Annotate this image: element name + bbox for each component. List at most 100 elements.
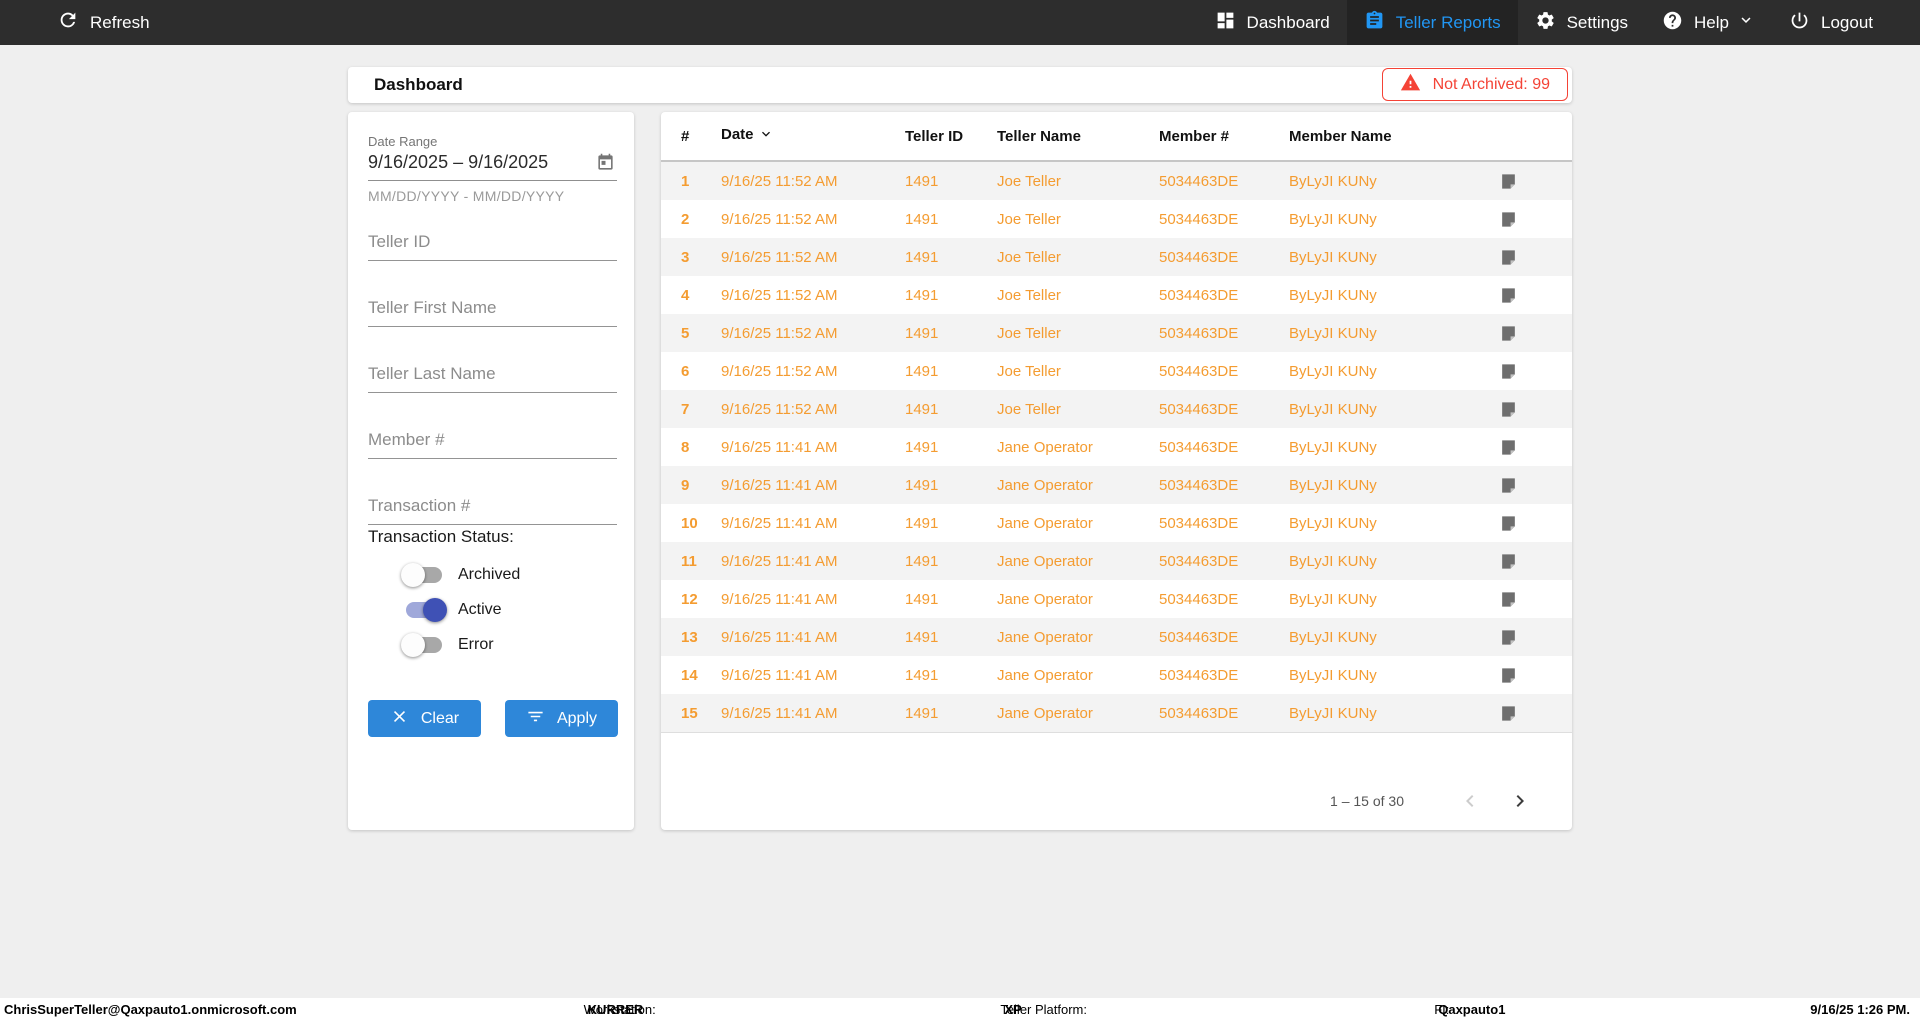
not-archived-badge[interactable]: Not Archived: 99 <box>1381 68 1568 101</box>
note-button[interactable] <box>1499 514 1518 533</box>
teller-id-input[interactable] <box>368 226 617 261</box>
page-header-card: Dashboard Not Archived: 99 <box>348 67 1572 103</box>
nav-item-label: Dashboard <box>1246 12 1330 32</box>
cell-teller-name: Joe Teller <box>997 400 1061 418</box>
col-header-member-name[interactable]: Member Name <box>1289 127 1392 145</box>
table-row[interactable]: 14 9/16/25 11:41 AM 1491 Jane Operator 5… <box>661 656 1572 694</box>
cell-member-name: ByLyJI KUNy <box>1289 324 1377 342</box>
table-header-row: # Date Teller ID Teller Name Member # Me… <box>661 112 1572 162</box>
note-button[interactable] <box>1499 438 1518 457</box>
note-button[interactable] <box>1499 628 1518 647</box>
cell-row-number: 10 <box>681 514 698 532</box>
apply-button[interactable]: Apply <box>505 700 618 737</box>
active-toggle[interactable] <box>401 598 447 622</box>
pagination: 1 – 15 of 30 <box>661 789 1572 813</box>
table-row[interactable]: 8 9/16/25 11:41 AM 1491 Jane Operator 50… <box>661 428 1572 466</box>
note-button[interactable] <box>1499 704 1518 723</box>
next-page-button[interactable] <box>1508 789 1532 813</box>
teller-first-name-input[interactable] <box>368 292 617 327</box>
cell-teller-id: 1491 <box>905 438 939 456</box>
cell-row-number: 12 <box>681 590 698 608</box>
cell-member-name: ByLyJI KUNy <box>1289 704 1377 722</box>
cell-teller-id: 1491 <box>905 590 939 608</box>
cell-teller-id: 1491 <box>905 628 939 646</box>
current-datetime: 9/16/25 1:26 PM. <box>1810 1002 1910 1017</box>
cell-member-name: ByLyJI KUNy <box>1289 476 1377 494</box>
col-header-date[interactable]: Date <box>721 126 905 146</box>
table-row[interactable]: 2 9/16/25 11:52 AM 1491 Joe Teller 50344… <box>661 200 1572 238</box>
cell-row-number: 15 <box>681 704 698 722</box>
cell-date: 9/16/25 11:41 AM <box>721 628 838 646</box>
table-row[interactable]: 9 9/16/25 11:41 AM 1491 Jane Operator 50… <box>661 466 1572 504</box>
table-row[interactable]: 11 9/16/25 11:41 AM 1491 Jane Operator 5… <box>661 542 1572 580</box>
filter-icon <box>526 707 545 731</box>
table-row[interactable]: 5 9/16/25 11:52 AM 1491 Joe Teller 50344… <box>661 314 1572 352</box>
table-row[interactable]: 7 9/16/25 11:52 AM 1491 Joe Teller 50344… <box>661 390 1572 428</box>
cell-row-number: 6 <box>681 362 690 380</box>
clear-button[interactable]: Clear <box>368 700 481 737</box>
cell-teller-id: 1491 <box>905 248 939 266</box>
nav-item-teller-reports[interactable]: Teller Reports <box>1346 0 1518 45</box>
note-button[interactable] <box>1499 552 1518 571</box>
note-button[interactable] <box>1499 362 1518 381</box>
table-row[interactable]: 3 9/16/25 11:52 AM 1491 Joe Teller 50344… <box>661 238 1572 276</box>
cell-date: 9/16/25 11:41 AM <box>721 552 838 570</box>
col-header-member-num[interactable]: Member # <box>1159 127 1230 145</box>
cell-teller-name: Jane Operator <box>997 590 1093 608</box>
table-row[interactable]: 12 9/16/25 11:41 AM 1491 Jane Operator 5… <box>661 580 1572 618</box>
toggle-label: Active <box>458 601 502 618</box>
cell-row-number: 14 <box>681 666 698 684</box>
note-button[interactable] <box>1499 210 1518 229</box>
table-row[interactable]: 13 9/16/25 11:41 AM 1491 Jane Operator 5… <box>661 618 1572 656</box>
nav-item-dashboard[interactable]: Dashboard <box>1198 0 1347 45</box>
cell-teller-id: 1491 <box>905 666 939 684</box>
cell-member-name: ByLyJI KUNy <box>1289 248 1377 266</box>
date-range-input[interactable]: 9/16/2025 – 9/16/2025 <box>368 149 617 181</box>
transaction-number-input[interactable] <box>368 490 617 525</box>
nav-item-help[interactable]: Help <box>1645 0 1772 45</box>
member-number-input[interactable] <box>368 424 617 459</box>
note-button[interactable] <box>1499 476 1518 495</box>
note-icon <box>1499 325 1518 346</box>
cell-date: 9/16/25 11:52 AM <box>721 248 838 266</box>
refresh-button[interactable]: Refresh <box>40 0 167 45</box>
col-header-teller-id[interactable]: Teller ID <box>905 127 964 145</box>
note-button[interactable] <box>1499 666 1518 685</box>
note-button[interactable] <box>1499 248 1518 267</box>
archived-toggle[interactable] <box>401 563 447 587</box>
cell-date: 9/16/25 11:41 AM <box>721 514 838 532</box>
note-icon <box>1499 553 1518 574</box>
note-button[interactable] <box>1499 172 1518 191</box>
date-range-field: Date Range 9/16/2025 – 9/16/2025 MM/DD/Y… <box>368 134 617 204</box>
table-row[interactable]: 4 9/16/25 11:52 AM 1491 Joe Teller 50344… <box>661 276 1572 314</box>
nav-item-logout[interactable]: Logout <box>1772 0 1890 45</box>
note-button[interactable] <box>1499 400 1518 419</box>
table-row[interactable]: 15 9/16/25 11:41 AM 1491 Jane Operator 5… <box>661 694 1572 732</box>
teller-last-name-input[interactable] <box>368 358 617 393</box>
cell-teller-id: 1491 <box>905 362 939 380</box>
note-button[interactable] <box>1499 324 1518 343</box>
cell-row-number: 4 <box>681 286 690 304</box>
note-button[interactable] <box>1499 590 1518 609</box>
calendar-picker-button[interactable] <box>596 153 615 172</box>
cell-member-number: 5034463DE <box>1159 514 1239 532</box>
cell-member-number: 5034463DE <box>1159 248 1239 266</box>
previous-page-button[interactable] <box>1458 789 1482 813</box>
warning-icon <box>1400 72 1421 98</box>
cell-member-number: 5034463DE <box>1159 666 1239 684</box>
toggle-label: Archived <box>458 566 521 583</box>
cell-teller-id: 1491 <box>905 704 939 722</box>
col-header-teller-name[interactable]: Teller Name <box>997 127 1081 145</box>
error-toggle[interactable] <box>401 633 447 657</box>
table-row[interactable]: 1 9/16/25 11:52 AM 1491 Joe Teller 50344… <box>661 162 1572 200</box>
table-row[interactable]: 6 9/16/25 11:52 AM 1491 Joe Teller 50344… <box>661 352 1572 390</box>
cell-teller-name: Joe Teller <box>997 210 1061 228</box>
power-icon <box>1789 10 1810 36</box>
cell-teller-id: 1491 <box>905 324 939 342</box>
cell-teller-name: Jane Operator <box>997 514 1093 532</box>
note-button[interactable] <box>1499 286 1518 305</box>
cell-row-number: 8 <box>681 438 690 456</box>
nav-item-settings[interactable]: Settings <box>1518 0 1645 45</box>
table-row[interactable]: 10 9/16/25 11:41 AM 1491 Jane Operator 5… <box>661 504 1572 542</box>
cell-date: 9/16/25 11:41 AM <box>721 666 838 684</box>
